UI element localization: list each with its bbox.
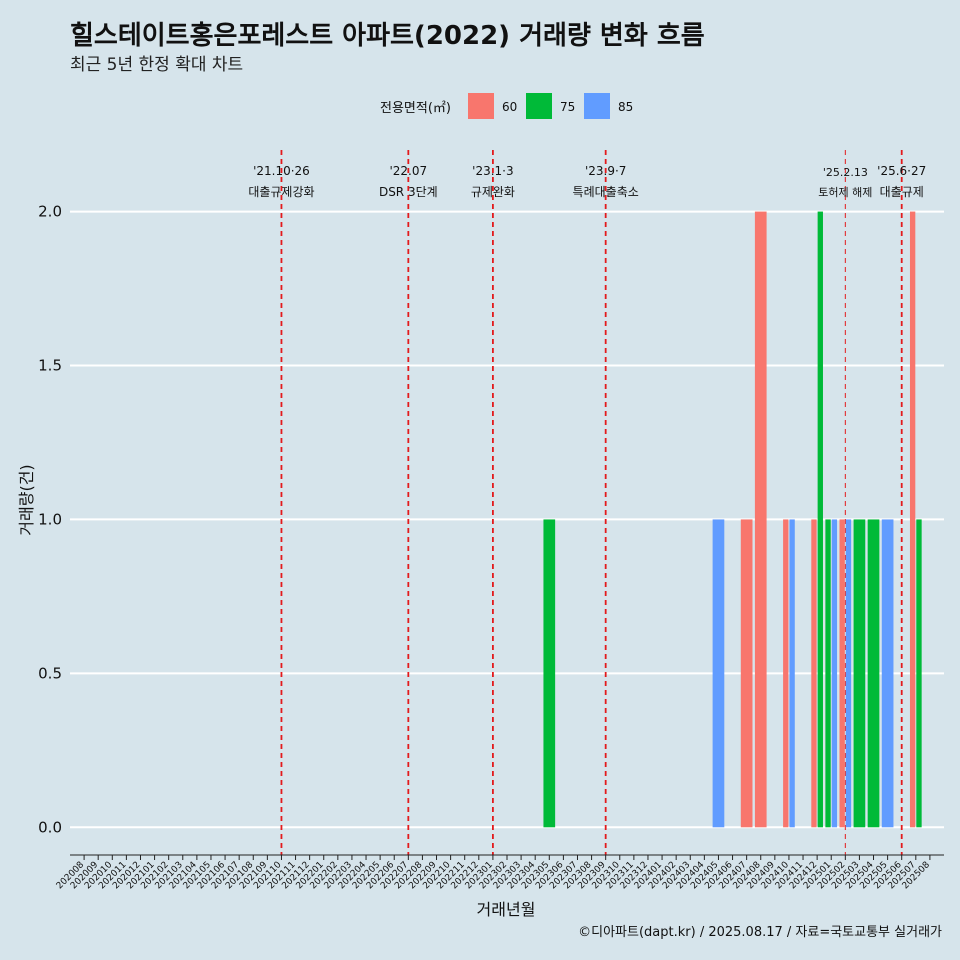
legend-label-75: 75 [560, 100, 575, 114]
legend-swatch-85 [584, 93, 610, 119]
caption: ©디아파트(dapt.kr) / 2025.08.17 / 자료=국토교통부 실… [578, 925, 942, 940]
chart-subtitle: 최근 5년 한정 확대 차트 [70, 55, 243, 75]
y-axis-label: 거래량(건) [17, 464, 36, 535]
legend-title: 전용면적(㎡) [380, 101, 451, 116]
event-date-label: '23.1·3 [472, 164, 513, 178]
bar-60-202408 [754, 211, 767, 828]
x-axis-label: 거래년월 [477, 900, 536, 919]
event-name-label: 대출규제 [880, 185, 924, 199]
event-lines: '21.10·26 대출규제강화 '22.07 DSR 3단계 '23.1·3 규제완화 '… [248, 150, 926, 855]
legend: 전용면적(㎡) 60 75 85 [380, 93, 633, 119]
bar-60-202412 [811, 519, 817, 828]
event-name-label: 특례대출축소 [573, 185, 639, 199]
legend-swatch-75 [526, 93, 552, 119]
bar-60-202410 [783, 519, 789, 828]
bars [543, 211, 922, 828]
event-name-label: 대출규제강화 [248, 185, 314, 199]
y-tick-label: 0.0 [38, 818, 62, 836]
legend-swatch-60 [468, 93, 494, 119]
event-date-label: '21.10·26 [253, 164, 310, 178]
grid [70, 210, 944, 829]
bar-85-202410 [789, 519, 795, 828]
bar-75-202507 [916, 519, 922, 828]
y-tick-label: 0.5 [38, 664, 62, 682]
bar-60-202502 [839, 519, 845, 828]
bar-75-202501 [825, 519, 831, 828]
event-name-label: 규제완화 [471, 185, 515, 199]
event-date-label: '25.2.13 [823, 166, 868, 179]
bar-85-202502 [845, 519, 852, 828]
legend-label-85: 85 [618, 100, 633, 114]
bar-85-202505 [881, 519, 894, 828]
x-axis: 2020082020092020102020112020122021012021… [55, 854, 944, 891]
event-name-label: 토허제 해제 [818, 185, 872, 199]
bar-75-202305 [543, 519, 556, 828]
legend-label-60: 60 [502, 100, 517, 114]
bar-75-202503 [853, 519, 866, 828]
bar-85-202405 [712, 519, 725, 828]
y-tick-label: 1.5 [38, 357, 62, 375]
bar-75-202504 [867, 519, 880, 828]
chart-title: 힐스테이트홍은포레스트 아파트(2022) 거래량 변화 흐름 [70, 21, 705, 51]
event-date-label: '25.6·27 [877, 164, 926, 178]
bar-60-202507 [909, 211, 916, 828]
bar-85-202501 [831, 519, 838, 828]
y-tick-label: 1.0 [38, 510, 62, 528]
bar-60-202407 [740, 519, 753, 828]
y-axis: 0.0 0.5 1.0 1.5 2.0 [38, 203, 62, 837]
event-name-label: DSR 3단계 [379, 185, 438, 199]
event-date-label: '23.9·7 [585, 164, 626, 178]
y-tick-label: 2.0 [38, 203, 62, 221]
event-date-label: '22.07 [389, 164, 427, 178]
bar-75-202412 [817, 211, 823, 828]
